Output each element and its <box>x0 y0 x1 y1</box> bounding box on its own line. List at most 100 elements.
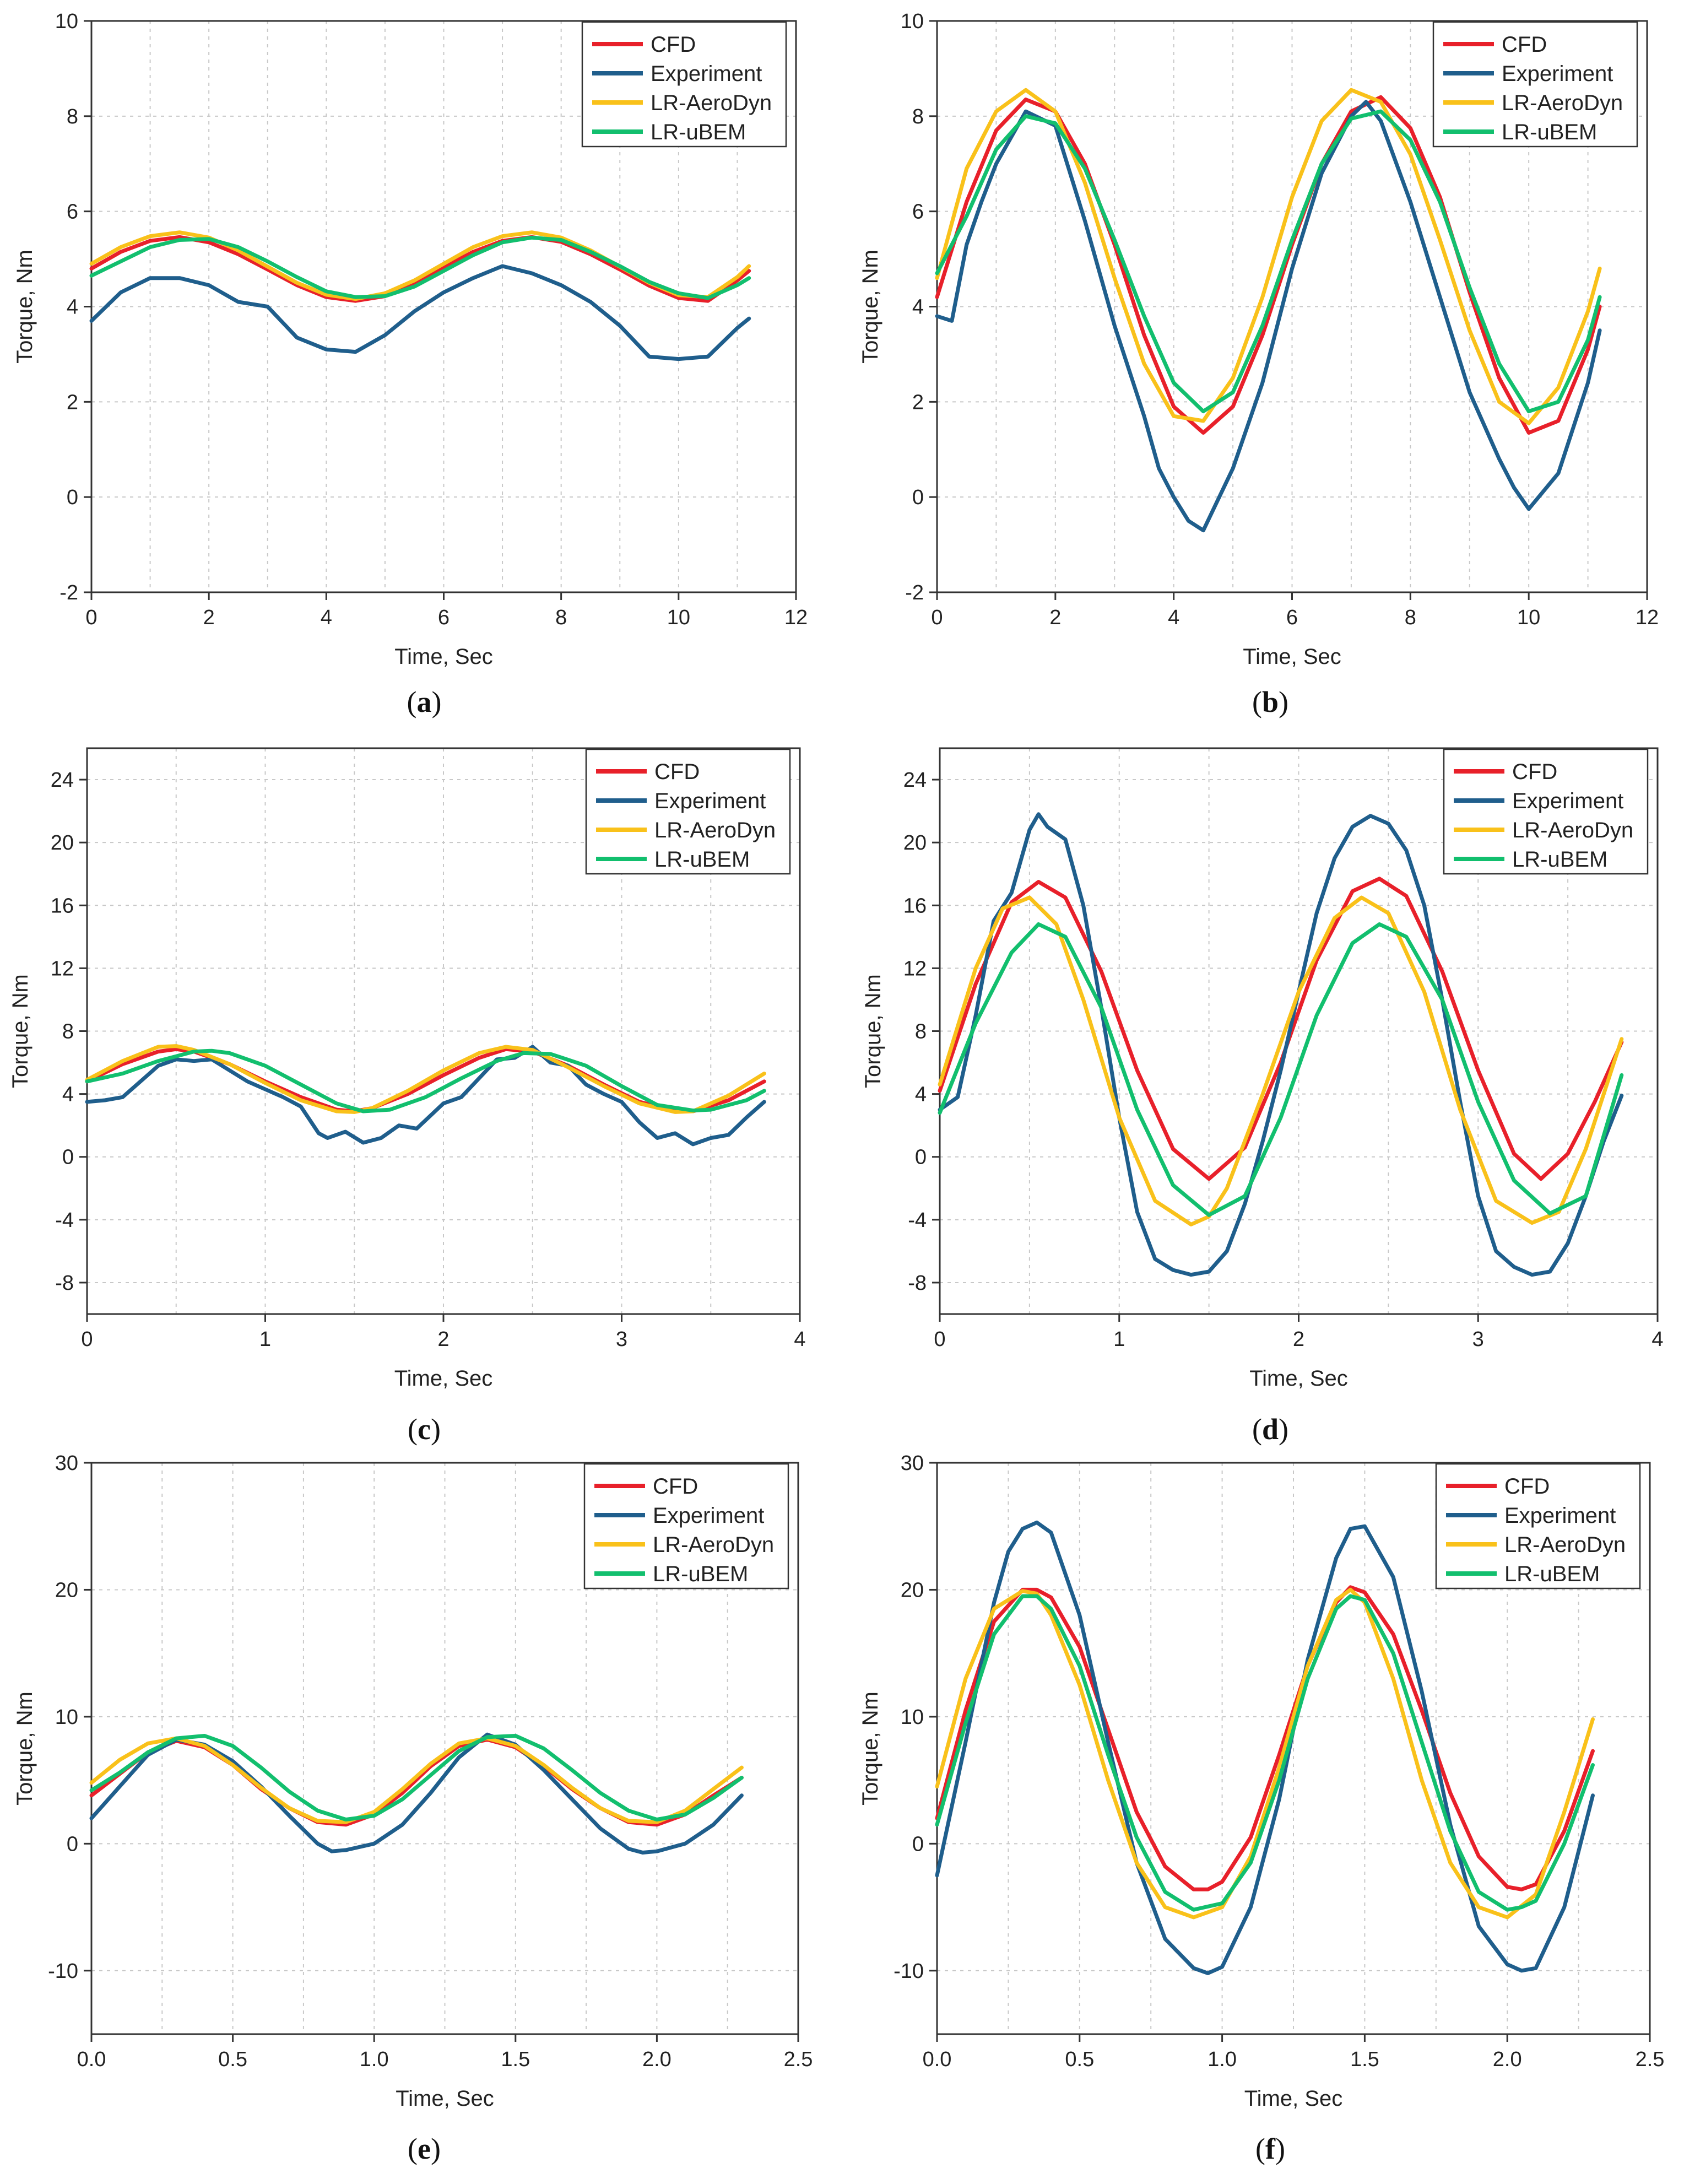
y-tick-label: 0 <box>67 1832 78 1856</box>
legend-label-lr-aerodyn: LR-AeroDyn <box>1502 91 1623 115</box>
legend-label-experiment: Experiment <box>654 789 766 813</box>
plot-frame <box>90 1462 799 2035</box>
x-axis-title: Time, Sec <box>394 645 493 669</box>
x-tick-label: 2.0 <box>642 2048 672 2071</box>
caption-paren-open: ( <box>1252 685 1262 718</box>
y-tick-label: 16 <box>903 894 927 917</box>
panel-caption: (f) <box>1255 2132 1285 2165</box>
y-tick-label: -2 <box>59 581 78 604</box>
y-tick-label: 24 <box>51 769 74 792</box>
y-tick-label: 0 <box>62 1146 74 1169</box>
x-axis-title: Time, Sec <box>396 2086 494 2111</box>
x-tick-label: 4 <box>794 1328 805 1351</box>
x-tick-label: 10 <box>1517 606 1540 629</box>
x-tick-label: 8 <box>1405 606 1416 629</box>
y-tick-label: 20 <box>55 1578 78 1602</box>
x-axis-title: Time, Sec <box>1243 645 1341 669</box>
caption-letter: c <box>418 1413 431 1446</box>
x-tick-label: 1 <box>1113 1328 1125 1351</box>
caption-letter: d <box>1262 1413 1279 1446</box>
legend-label-experiment: Experiment <box>651 62 762 86</box>
legend-label-cfd: CFD <box>1512 760 1557 784</box>
caption-letter: a <box>417 685 432 718</box>
legend-label-experiment: Experiment <box>1512 789 1623 813</box>
panel-caption: (e) <box>408 2132 441 2165</box>
series-line-cfd <box>935 1585 1595 1891</box>
y-tick-label: 8 <box>912 105 924 128</box>
y-tick-label: 30 <box>55 1452 78 1475</box>
legend-label-lr-aerodyn: LR-AeroDyn <box>1504 1533 1626 1557</box>
y-tick-label: 0 <box>915 1146 927 1169</box>
series-line-cfd <box>89 235 751 303</box>
y-axis-title: Torque, Nm <box>858 1691 882 1805</box>
panel-caption: (c) <box>408 1413 441 1446</box>
legend-label-cfd: CFD <box>1502 33 1547 57</box>
series-line-cfd <box>935 95 1602 435</box>
x-axis-title: Time, Sec <box>394 1366 493 1391</box>
x-tick-label: 8 <box>555 606 567 629</box>
y-tick-label: 24 <box>903 769 927 792</box>
caption-letter: b <box>1262 685 1279 718</box>
legend-label-lr-aerodyn: LR-AeroDyn <box>654 818 776 842</box>
x-tick-label: 2 <box>1293 1328 1304 1351</box>
x-tick-label: 3 <box>1472 1328 1484 1351</box>
y-axis-title: Torque, Nm <box>858 250 882 364</box>
x-axis-title: Time, Sec <box>1249 1366 1348 1391</box>
y-tick-label: 20 <box>901 1578 924 1602</box>
chart-panel-b: 0 2 4 6 8 10 12 -2 0 2 4 6 8 10 Time, Sec Torque, Nm CFD… <box>858 10 1659 669</box>
x-tick-label: 2.0 <box>1493 2048 1522 2071</box>
series-line-lr-ubem <box>935 1594 1595 1912</box>
y-axis-title: Torque, Nm <box>861 974 885 1088</box>
panel-caption: (b) <box>1252 685 1288 718</box>
series-line-experiment <box>938 812 1624 1277</box>
y-tick-label: -10 <box>894 1960 924 1983</box>
y-tick-label: 2 <box>67 391 78 414</box>
y-tick-label: -2 <box>905 581 924 604</box>
x-tick-label: 2.5 <box>784 2048 813 2071</box>
y-tick-label: -10 <box>48 1960 78 1983</box>
y-tick-label: 10 <box>55 10 78 33</box>
x-tick-label: 4 <box>1168 606 1179 629</box>
y-tick-label: -4 <box>55 1209 74 1232</box>
y-axis-title: Torque, Nm <box>13 250 37 364</box>
y-tick-label: 4 <box>62 1083 74 1106</box>
y-tick-label: 4 <box>912 296 924 319</box>
series-line-lr-aerodyn <box>938 895 1624 1226</box>
y-tick-label: 10 <box>901 1706 924 1729</box>
legend-label-lr-ubem: LR-uBEM <box>653 1562 748 1586</box>
caption-letter: e <box>418 2132 431 2165</box>
y-tick-label: 8 <box>62 1020 74 1044</box>
y-tick-label: 30 <box>901 1452 924 1475</box>
legend-label-cfd: CFD <box>653 1474 698 1499</box>
x-tick-label: 3 <box>616 1328 627 1351</box>
x-tick-label: 2 <box>203 606 215 629</box>
legend-label-lr-aerodyn: LR-AeroDyn <box>1512 818 1633 842</box>
series-line-lr-ubem <box>938 922 1624 1217</box>
y-tick-label: 10 <box>55 1706 78 1729</box>
caption-paren-close: ) <box>1275 2132 1285 2165</box>
legend-label-cfd: CFD <box>651 33 696 57</box>
x-tick-label: 6 <box>1286 606 1298 629</box>
y-tick-label: 12 <box>903 957 927 980</box>
x-tick-label: 1.5 <box>1350 2048 1379 2071</box>
caption-paren-close: ) <box>431 1413 441 1446</box>
y-axis-title: Torque, Nm <box>13 1691 37 1805</box>
series-line-cfd <box>89 1737 744 1827</box>
y-axis-title: Torque, Nm <box>8 974 33 1088</box>
legend-label-cfd: CFD <box>654 760 700 784</box>
legend-label-lr-aerodyn: LR-AeroDyn <box>653 1533 774 1557</box>
series-line-lr-aerodyn <box>85 1044 766 1114</box>
caption-paren-open: ( <box>408 2132 418 2165</box>
y-tick-label: 12 <box>51 957 74 980</box>
x-tick-label: 0.5 <box>1065 2048 1094 2071</box>
x-tick-label: 1.0 <box>360 2048 389 2071</box>
y-tick-label: 16 <box>51 894 74 917</box>
legend-label-lr-ubem: LR-uBEM <box>654 847 750 872</box>
series-line-lr-ubem <box>935 109 1602 414</box>
series-line-experiment <box>89 1732 744 1855</box>
x-tick-label: 0 <box>85 606 97 629</box>
x-tick-label: 0 <box>931 606 943 629</box>
series-line-lr-ubem <box>85 1048 766 1113</box>
